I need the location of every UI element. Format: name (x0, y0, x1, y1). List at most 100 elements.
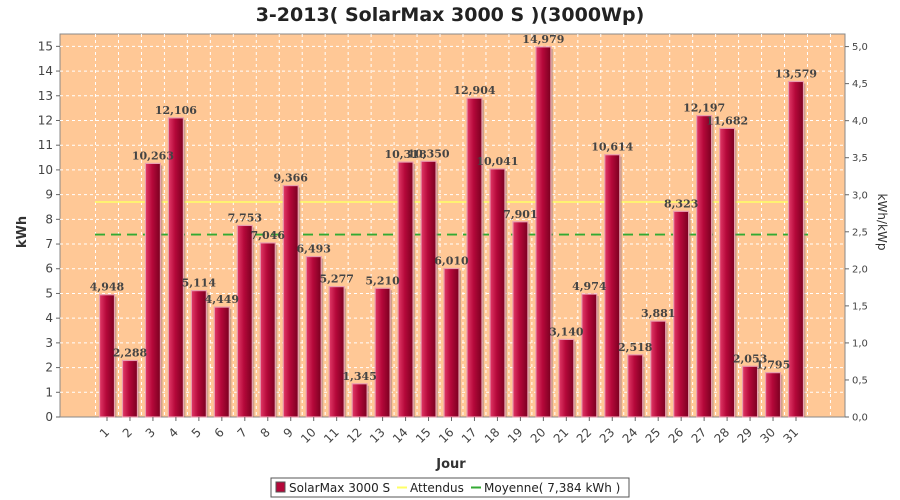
bar-day-27 (696, 115, 713, 418)
bar-day-8 (259, 242, 276, 418)
y-axis-right-label: kWh/kWp (875, 194, 889, 251)
legend-entry-series: SolarMax 3000 S (289, 481, 390, 495)
x-tick-label: 21 (551, 425, 572, 446)
bar-day-21 (558, 338, 575, 418)
x-tick-label: 24 (620, 425, 641, 446)
x-tick-label: 2 (120, 425, 135, 440)
y-tick-label: 3 (45, 336, 53, 350)
y-tick-label: 6 (45, 262, 53, 276)
bar-day-4 (167, 117, 184, 418)
x-tick-label: 5 (189, 425, 204, 440)
data-label: 6,493 (296, 243, 330, 256)
y-right-tick-label: 3,0 (852, 190, 868, 201)
legend-entry-moyenne: Moyenne( 7,384 kWh ) (484, 481, 620, 495)
y-tick-label: 8 (45, 212, 53, 226)
y-axis-label: kWh (15, 216, 30, 248)
data-label: 5,210 (365, 274, 400, 287)
data-label: 7,901 (503, 208, 537, 221)
bar-day-12 (351, 383, 368, 418)
x-tick-label: 29 (734, 425, 755, 446)
x-tick-label: 23 (597, 425, 618, 446)
data-label: 14,979 (522, 33, 564, 46)
y-right-tick-label: 5,0 (852, 42, 868, 53)
data-label: 1,795 (756, 359, 790, 372)
data-label: 13,579 (775, 67, 817, 80)
data-label: 11,682 (706, 114, 748, 127)
x-tick-label: 25 (643, 425, 664, 446)
data-label: 2,288 (113, 346, 148, 359)
y-right-tick-label: 3,5 (852, 153, 868, 164)
y-tick-label: 2 (45, 361, 53, 375)
bar-day-2 (121, 359, 139, 418)
x-tick-label: 31 (780, 425, 801, 446)
y-tick-label: 7 (45, 237, 53, 251)
data-label: 3,140 (549, 325, 584, 338)
x-tick-label: 13 (367, 425, 388, 446)
bar-day-29 (741, 365, 759, 418)
y-tick-label: 12 (38, 113, 53, 127)
x-tick-label: 8 (258, 425, 273, 440)
y-right-tick-label: 1,5 (852, 301, 868, 312)
x-tick-label: 30 (757, 425, 778, 446)
data-label: 4,449 (205, 293, 239, 306)
bar-day-3 (144, 162, 162, 418)
x-tick-label: 15 (413, 425, 434, 446)
bar-day-15 (420, 160, 437, 418)
x-axis-label: Jour (435, 457, 466, 472)
data-label: 7,753 (228, 211, 262, 224)
data-label: 5,277 (319, 273, 353, 286)
y-right-tick-label: 0,5 (852, 375, 868, 386)
data-label: 1,345 (342, 370, 376, 383)
y-right-tick-label: 2,5 (852, 227, 868, 238)
x-tick-label: 1 (97, 425, 112, 440)
x-tick-label: 27 (689, 425, 710, 446)
x-tick-label: 26 (666, 425, 687, 446)
y-right-tick-label: 2,0 (852, 264, 868, 275)
data-label: 5,114 (182, 277, 217, 290)
data-label: 2,518 (618, 341, 653, 354)
data-label: 6,010 (434, 254, 469, 267)
bar-day-7 (236, 224, 253, 418)
data-label: 9,366 (274, 172, 309, 185)
x-tick-label: 22 (574, 425, 595, 446)
y-tick-label: 10 (38, 163, 53, 177)
bar-day-6 (213, 306, 230, 418)
x-tick-label: 16 (436, 425, 457, 446)
bar-day-16 (443, 267, 460, 418)
data-label: 10,263 (132, 149, 174, 162)
x-tick-label: 12 (344, 425, 365, 446)
x-tick-label: 18 (482, 425, 503, 446)
y-right-tick-label: 4,0 (852, 116, 868, 127)
y-tick-label: 14 (38, 64, 53, 78)
bar-day-18 (489, 168, 506, 418)
bar-day-14 (397, 161, 414, 418)
legend-swatch-series (275, 481, 286, 493)
x-tick-label: 7 (235, 425, 250, 440)
data-label: 10,041 (476, 155, 518, 168)
data-label: 12,197 (683, 102, 725, 115)
x-tick-label: 20 (528, 425, 549, 446)
data-label: 2,053 (733, 352, 767, 365)
bar-day-20 (535, 46, 552, 418)
data-label: 10,614 (591, 141, 633, 154)
bar-day-22 (581, 293, 598, 418)
legend-box (270, 477, 630, 498)
y-tick-label: 1 (45, 385, 53, 399)
y-tick-label: 11 (38, 138, 53, 152)
x-tick-label: 10 (298, 425, 319, 446)
bar-day-19 (512, 221, 529, 418)
bar-day-30 (764, 372, 782, 418)
bar-day-25 (650, 320, 667, 418)
data-label: 10,350 (407, 147, 449, 160)
legend: SolarMax 3000 S Attendus Moyenne( 7,384 kW… (270, 477, 630, 498)
bars (98, 46, 806, 418)
x-tick-label: 4 (166, 425, 181, 440)
y-right-tick-label: 4,5 (852, 79, 868, 90)
y-tick-label: 15 (38, 39, 53, 53)
bar-day-13 (374, 287, 391, 418)
data-label: 8,323 (664, 197, 698, 210)
y-tick-label: 0 (45, 410, 53, 424)
bar-day-5 (190, 290, 207, 418)
data-label: 7,046 (251, 229, 286, 242)
chart-title: 3-2013( SolarMax 3000 S )(3000Wp) (256, 4, 645, 26)
